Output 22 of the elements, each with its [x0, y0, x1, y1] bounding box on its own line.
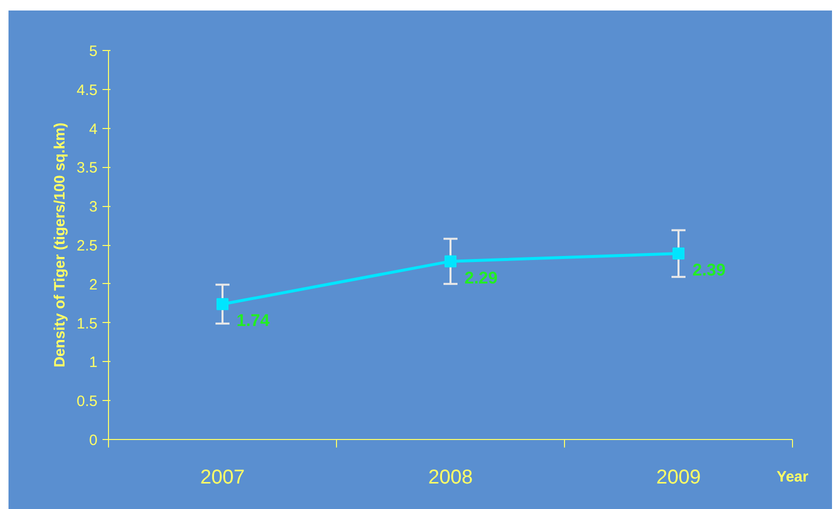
y-tick-label: 2.5 [76, 238, 98, 254]
y-axis-title: Density of Tiger (tigers/100 sq.km) [52, 122, 69, 368]
x-tick-label: 2008 [428, 466, 473, 488]
data-label: 1.74 [236, 311, 270, 330]
y-tick-label: 4.5 [76, 82, 98, 99]
point [672, 248, 684, 260]
x-tick-label: 2007 [200, 466, 245, 488]
y-tick-label: 1 [89, 354, 98, 372]
data-label: 2.29 [464, 268, 498, 288]
point [216, 298, 228, 310]
y-tick-label: 4 [89, 120, 98, 138]
y-tick-label: 3.5 [76, 160, 98, 177]
y-tick-label: 2 [89, 276, 98, 294]
y-tick-label: 3 [89, 198, 98, 216]
x-tick-label: 2009 [656, 466, 701, 488]
x-axis-title: Year [776, 468, 809, 486]
data-label: 2.39 [692, 260, 726, 280]
y-tick-label: 5 [89, 43, 98, 60]
y-tick-label: 0 [89, 432, 98, 449]
point [444, 255, 456, 268]
y-tick-label: 1.5 [76, 315, 98, 332]
y-tick-label: 0.5 [76, 393, 98, 410]
